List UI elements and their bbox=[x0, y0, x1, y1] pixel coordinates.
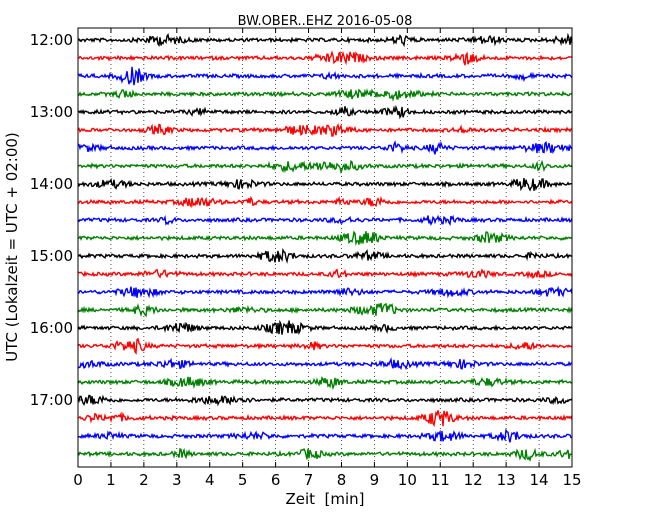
trace-1745 bbox=[77, 447, 573, 463]
x-tick-label: 2 bbox=[139, 471, 149, 489]
trace-1430 bbox=[77, 214, 573, 226]
trace-1345 bbox=[77, 159, 573, 175]
trace-1315 bbox=[77, 122, 573, 137]
y-tick-label: 13:00 bbox=[30, 103, 73, 121]
y-tick-label: 14:00 bbox=[30, 175, 73, 193]
x-tick-label: 14 bbox=[530, 471, 549, 489]
trace-1300 bbox=[77, 104, 573, 120]
x-tick-label: 0 bbox=[73, 471, 83, 489]
trace-1615 bbox=[77, 337, 573, 355]
x-tick-label: 15 bbox=[562, 471, 581, 489]
trace-1500 bbox=[77, 247, 573, 265]
x-tick-labels: 0 1 2 3 4 5 6 7 8 9 10 11 12 13 14 15 bbox=[73, 471, 581, 489]
trace-1715 bbox=[77, 410, 573, 428]
x-tick-label: 10 bbox=[398, 471, 417, 489]
trace-1330 bbox=[77, 140, 573, 155]
x-axis-label: Zeit [min] bbox=[285, 490, 364, 508]
x-tick-label: 3 bbox=[172, 471, 182, 489]
x-tick-label: 9 bbox=[370, 471, 380, 489]
plot-frame bbox=[77, 27, 573, 468]
trace-1630 bbox=[77, 357, 573, 371]
x-tick-label: 11 bbox=[431, 471, 450, 489]
y-axis-label: UTC (Lokalzeit = UTC + 02:00) bbox=[3, 132, 21, 362]
chart-title: BW.OBER..EHZ 2016-05-08 bbox=[238, 14, 413, 29]
trace-1415 bbox=[77, 195, 573, 209]
y-tick-label: 15:00 bbox=[30, 247, 73, 265]
trace-1530 bbox=[77, 285, 573, 299]
y-tick-label: 17:00 bbox=[30, 391, 73, 409]
trace-1600 bbox=[77, 319, 573, 336]
trace-series bbox=[77, 32, 573, 463]
trace-1515 bbox=[77, 268, 573, 280]
x-tick-label: 12 bbox=[464, 471, 483, 489]
y-tick-label: 16:00 bbox=[30, 319, 73, 337]
trace-1700 bbox=[77, 394, 573, 407]
x-tick-label: 5 bbox=[238, 471, 248, 489]
y-tick-label: 12:00 bbox=[30, 31, 73, 49]
trace-1200 bbox=[77, 32, 573, 48]
trace-1445 bbox=[77, 230, 573, 247]
trace-1545 bbox=[77, 302, 573, 318]
axis-ticks bbox=[77, 28, 573, 467]
trace-1245 bbox=[77, 88, 573, 103]
x-tick-label: 4 bbox=[205, 471, 215, 489]
trace-1730 bbox=[77, 428, 573, 443]
trace-1400 bbox=[77, 177, 573, 192]
y-tick-labels: 12:00 13:00 14:00 15:00 16:00 17:00 bbox=[30, 31, 73, 409]
x-tick-label: 6 bbox=[271, 471, 281, 489]
trace-1230 bbox=[77, 66, 573, 86]
x-tick-label: 7 bbox=[304, 471, 314, 489]
x-tick-label: 1 bbox=[106, 471, 116, 489]
x-tick-label: 13 bbox=[497, 471, 516, 489]
trace-1215 bbox=[77, 50, 573, 66]
x-tick-label: 8 bbox=[337, 471, 347, 489]
trace-1645 bbox=[77, 376, 573, 391]
